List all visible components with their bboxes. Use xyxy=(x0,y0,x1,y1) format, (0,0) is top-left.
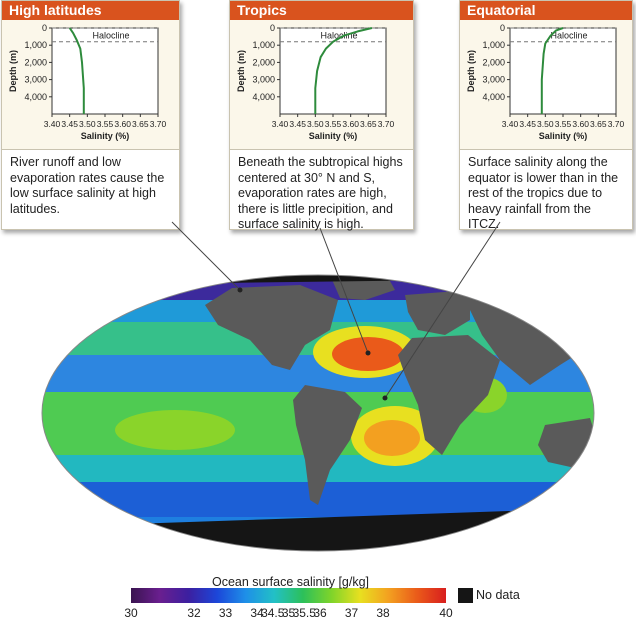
y-tick-label: 1,000 xyxy=(482,40,505,50)
x-tick-label: 3.55 xyxy=(555,119,572,129)
colorbar-tick-label: 38 xyxy=(376,606,390,619)
x-axis-label: Salinity (%) xyxy=(539,131,588,141)
y-tick-label: 3,000 xyxy=(24,75,47,85)
salinity-profile-line xyxy=(314,27,373,114)
x-tick-label: 3.70 xyxy=(150,119,167,129)
x-tick-label: 3.60 xyxy=(572,119,589,129)
colorbar-tick-label: 34 xyxy=(250,606,264,619)
x-axis-label: Salinity (%) xyxy=(309,131,358,141)
pointer-equatorial xyxy=(384,221,501,399)
globe-outline xyxy=(41,274,595,552)
x-tick-label: 3.55 xyxy=(325,119,342,129)
colorbar-tick-label: 40 xyxy=(439,606,453,619)
australia-land xyxy=(538,418,594,468)
panel-tropics: Tropics Halocline 0 1,000 2,000 3,000 4,000 3.… xyxy=(229,0,414,231)
panel-high-latitudes: High latitudes Halocline 0 1,000 2,000 3,000… xyxy=(1,0,180,230)
legend-title: Ocean surface salinity [g/kg] xyxy=(212,575,370,589)
y-tick-label: 3,000 xyxy=(252,75,275,85)
colorbar-tick-label: 37 xyxy=(345,606,359,619)
africa-land xyxy=(398,335,500,455)
y-tick-label: 1,000 xyxy=(252,40,275,50)
y-axis-label: Depth (m) xyxy=(8,50,18,92)
colorbar-tick-label: 35.5 xyxy=(293,606,317,619)
x-axis-label: Salinity (%) xyxy=(81,131,130,141)
y-tick-label: 0 xyxy=(42,23,47,33)
no-data-swatch xyxy=(458,588,473,603)
y-axis-label: Depth (m) xyxy=(466,50,476,92)
y-tick-label: 3,000 xyxy=(482,75,505,85)
x-tick-label: 3.40 xyxy=(502,119,519,129)
panel-description: Beneath the subtropical highs centered a… xyxy=(230,149,413,231)
plot-area xyxy=(51,27,159,115)
panel-equatorial: Equatorial Halocline 0 1,000 2,000 3,000 4,00… xyxy=(459,0,633,231)
y-tick-label: 0 xyxy=(270,23,275,33)
pointer-dot xyxy=(237,287,243,293)
south-america-land xyxy=(293,385,362,505)
y-tick-label: 2,000 xyxy=(24,57,47,67)
panel-description: River runoff and low evaporation rates c… xyxy=(2,149,179,229)
y-tick-label: 0 xyxy=(500,23,505,33)
pointer-tropics xyxy=(319,227,369,354)
no-data-label: No data xyxy=(476,588,520,602)
x-tick-label: 3.70 xyxy=(608,119,625,129)
panel-title: Tropics xyxy=(230,1,413,20)
y-tick-label: 4,000 xyxy=(252,92,275,102)
x-tick-label: 3.40 xyxy=(44,119,61,129)
colorbar-tick-label: 32 xyxy=(187,606,201,619)
y-tick-label: 4,000 xyxy=(482,92,505,102)
salinity-profile-line xyxy=(540,27,564,114)
x-tick-label: 3.50 xyxy=(79,119,96,129)
panel-description: Surface salinity along the equator is lo… xyxy=(460,149,632,231)
colorbar-tick-label: 36 xyxy=(313,606,327,619)
x-tick-label: 3.40 xyxy=(272,119,289,129)
y-tick-label: 2,000 xyxy=(482,57,505,67)
x-tick-label: 3.60 xyxy=(114,119,131,129)
y-axis-label: Depth (m) xyxy=(236,50,246,92)
x-tick-label: 3.55 xyxy=(97,119,114,129)
y-tick-label: 2,000 xyxy=(252,57,275,67)
x-tick-label: 3.45 xyxy=(289,119,306,129)
panel-title: Equatorial xyxy=(460,1,632,20)
x-tick-label: 3.50 xyxy=(307,119,324,129)
halocline-label: Halocline xyxy=(550,30,587,40)
colorbar-tick-label: 35 xyxy=(282,606,296,619)
x-tick-label: 3.45 xyxy=(61,119,78,129)
south-atlantic-max xyxy=(364,420,420,456)
colorbar-tick-label: 30 xyxy=(124,606,138,619)
pointer-dot xyxy=(382,395,388,401)
salinity-colorbar xyxy=(131,588,446,603)
europe-land xyxy=(405,290,470,335)
x-tick-label: 3.65 xyxy=(360,119,377,129)
pointer-high-latitudes xyxy=(171,221,241,291)
y-tick-label: 1,000 xyxy=(24,40,47,50)
x-tick-label: 3.65 xyxy=(132,119,149,129)
north-america-land xyxy=(205,285,338,370)
plot-area xyxy=(509,27,617,115)
colorbar-tick-label: 33 xyxy=(219,606,233,619)
halocline-label: Halocline xyxy=(320,30,357,40)
south-pacific-high xyxy=(115,410,235,450)
colorbar-tick-label: 34.5 xyxy=(261,606,285,619)
y-tick-label: 4,000 xyxy=(24,92,47,102)
x-tick-label: 3.65 xyxy=(590,119,607,129)
x-tick-label: 3.50 xyxy=(537,119,554,129)
map-body xyxy=(42,275,594,551)
x-tick-label: 3.45 xyxy=(519,119,536,129)
panel-title: High latitudes xyxy=(2,1,179,20)
halocline-label: Halocline xyxy=(92,30,129,40)
x-tick-label: 3.70 xyxy=(378,119,395,129)
pointer-dot xyxy=(365,350,371,356)
x-tick-label: 3.60 xyxy=(342,119,359,129)
salinity-profile-line xyxy=(68,27,85,114)
